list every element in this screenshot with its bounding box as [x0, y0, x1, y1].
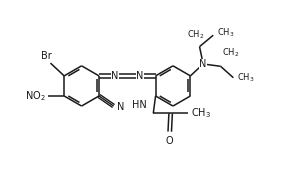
Text: N: N — [117, 102, 124, 112]
Text: CH$_2$: CH$_2$ — [222, 47, 240, 59]
Text: HN: HN — [132, 100, 146, 110]
Text: O: O — [166, 136, 174, 146]
Text: N: N — [199, 59, 207, 69]
Text: CH$_3$: CH$_3$ — [217, 27, 235, 39]
Text: NO$_2$: NO$_2$ — [25, 89, 45, 103]
Text: N: N — [136, 71, 143, 81]
Text: N: N — [111, 71, 118, 81]
Text: CH$_3$: CH$_3$ — [237, 71, 255, 84]
Text: CH$_2$: CH$_2$ — [187, 29, 205, 41]
Text: CH$_3$: CH$_3$ — [191, 106, 211, 120]
Text: Br: Br — [41, 51, 51, 61]
